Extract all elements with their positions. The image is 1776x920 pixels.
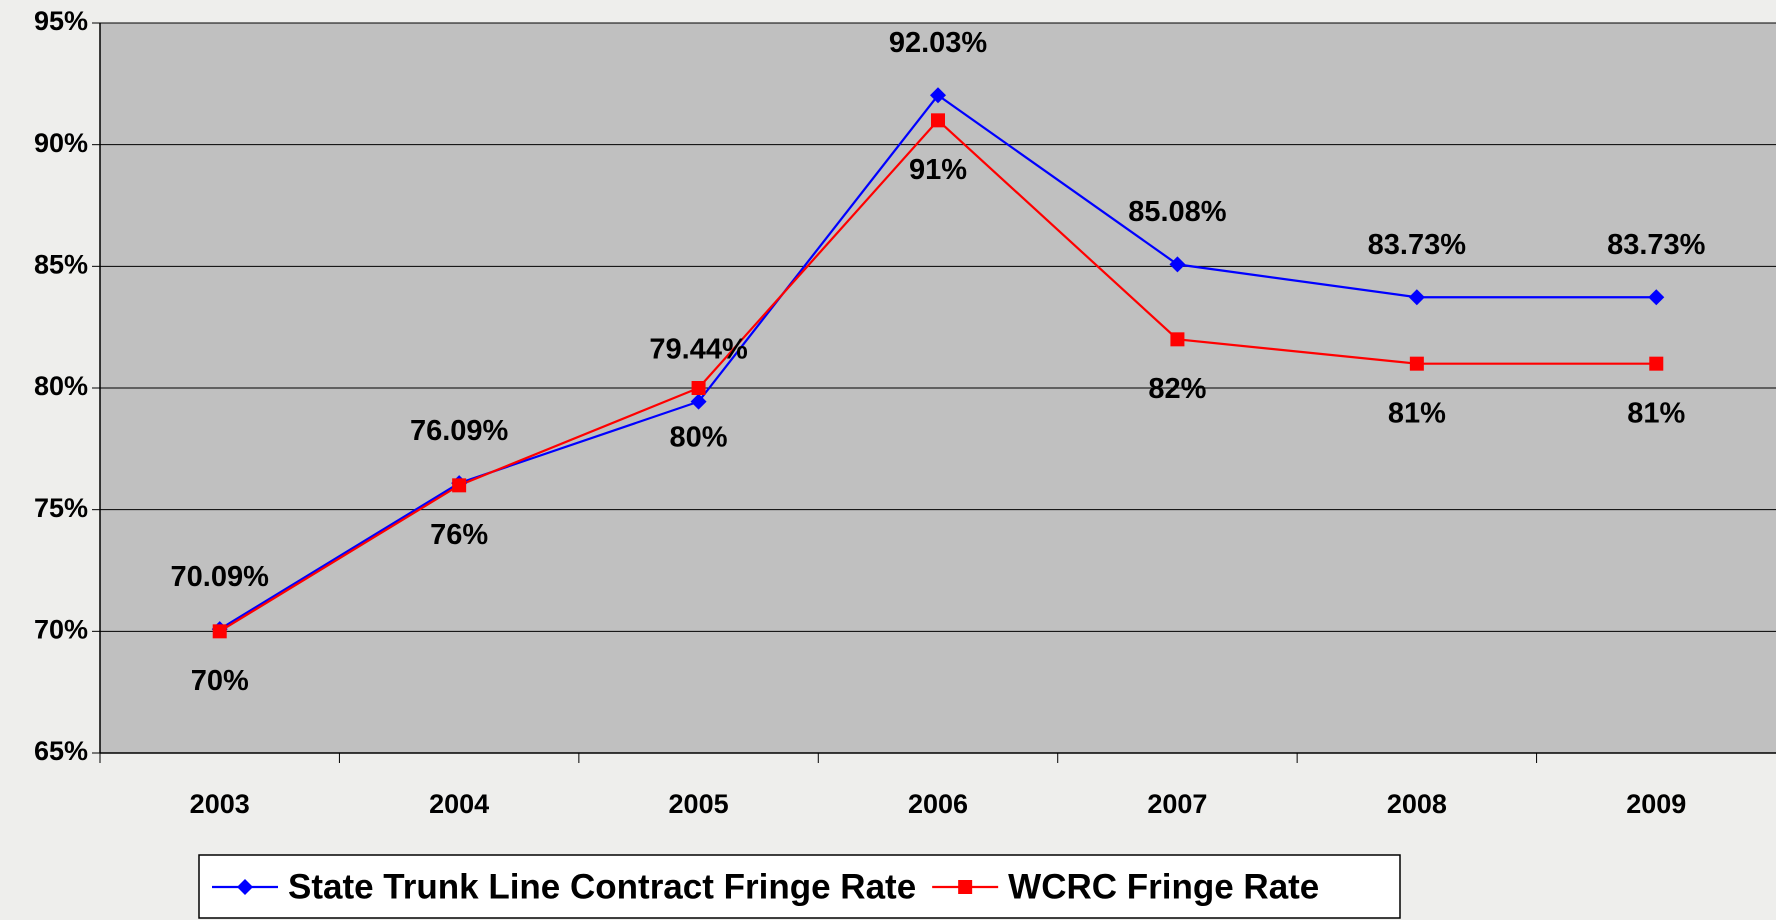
- data-label: 92.03%: [889, 27, 988, 59]
- x-tick-label: 2007: [1147, 789, 1207, 819]
- x-tick-label: 2009: [1626, 789, 1686, 819]
- marker: [690, 393, 707, 410]
- x-tick-label: 2003: [190, 789, 250, 819]
- marker: [1408, 289, 1425, 306]
- x-tick-label: 2005: [669, 789, 729, 819]
- data-label: 91%: [909, 154, 967, 186]
- marker: [212, 624, 227, 639]
- data-label: 76.09%: [410, 415, 509, 447]
- data-label: 79.44%: [649, 333, 748, 365]
- data-label: 70%: [191, 665, 249, 697]
- marker: [1648, 289, 1665, 306]
- data-label: 70.09%: [171, 561, 270, 593]
- y-tick-label: 65%: [34, 736, 88, 766]
- marker: [1169, 256, 1186, 273]
- y-tick-label: 95%: [34, 6, 88, 36]
- marker: [452, 478, 467, 493]
- data-label: 76%: [430, 519, 488, 551]
- y-tick-label: 90%: [34, 128, 88, 158]
- marker: [1649, 356, 1664, 371]
- x-tick-label: 2006: [908, 789, 968, 819]
- y-tick-label: 70%: [34, 614, 88, 644]
- data-label: 85.08%: [1128, 196, 1227, 228]
- data-label: 83.73%: [1607, 229, 1706, 261]
- marker: [691, 381, 706, 395]
- data-label: 83.73%: [1368, 229, 1467, 261]
- legend-label: WCRC Fringe Rate: [1008, 867, 1319, 906]
- marker: [931, 113, 945, 128]
- y-tick-label: 80%: [34, 371, 88, 401]
- y-tick-label: 75%: [34, 493, 88, 523]
- marker: [958, 880, 973, 894]
- legend: [198, 854, 1401, 919]
- x-tick-label: 2004: [429, 789, 489, 819]
- data-label: 82%: [1148, 373, 1206, 405]
- x-tick-label: 2008: [1387, 789, 1447, 819]
- marker: [1409, 356, 1424, 371]
- marker: [237, 879, 253, 895]
- y-tick-label: 85%: [34, 249, 88, 279]
- data-label: 81%: [1627, 397, 1685, 429]
- marker: [930, 87, 946, 104]
- data-label: 80%: [670, 422, 728, 454]
- marker: [1170, 332, 1185, 347]
- data-label: 81%: [1388, 397, 1446, 429]
- legend-label: State Trunk Line Contract Fringe Rate: [288, 867, 916, 906]
